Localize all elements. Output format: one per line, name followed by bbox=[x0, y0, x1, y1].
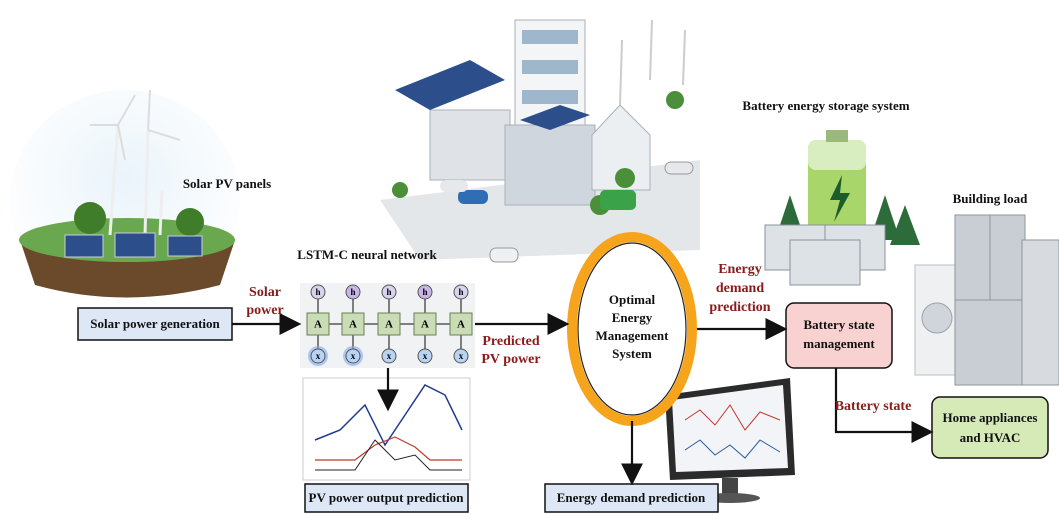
lstm-input-label: x bbox=[351, 351, 356, 361]
lstm-output bbox=[345, 284, 361, 300]
lstm-input bbox=[453, 348, 469, 364]
lstm-cell-label: A bbox=[457, 319, 465, 331]
label: Optimal bbox=[609, 292, 656, 307]
lstm-input bbox=[381, 348, 397, 364]
lstm-cell-label: A bbox=[314, 319, 322, 331]
lstm-cell bbox=[449, 312, 473, 336]
solar-island-illustration bbox=[10, 89, 240, 310]
lstm-cell-label: A bbox=[349, 319, 357, 331]
box-label: management bbox=[803, 336, 875, 351]
label: power bbox=[246, 303, 283, 318]
lstm-output bbox=[417, 284, 433, 300]
lstm-input bbox=[345, 348, 361, 364]
label: prediction bbox=[709, 300, 770, 315]
label: System bbox=[612, 346, 652, 361]
appliances-illustration bbox=[914, 214, 1059, 386]
label: LSTM-C neural network bbox=[297, 247, 437, 262]
lstm-output-label: h bbox=[422, 287, 427, 297]
lstm-network: Ah x Ah x Ah x Ah x Ah x bbox=[306, 284, 473, 366]
lstm-output-label: h bbox=[315, 287, 320, 297]
box-label: PV power output prediction bbox=[309, 490, 465, 505]
label: Solar PV panels bbox=[183, 176, 271, 191]
box-label: Solar power generation bbox=[90, 316, 220, 331]
lstm-cell bbox=[413, 312, 437, 336]
lstm-input-label: x bbox=[387, 351, 392, 361]
label: Predicted bbox=[482, 334, 539, 349]
lstm-input-label: x bbox=[459, 351, 464, 361]
lstm-cell-label: A bbox=[421, 319, 429, 331]
battery-illustration bbox=[764, 130, 920, 286]
lstm-cell bbox=[306, 312, 330, 336]
box-label: Energy demand prediction bbox=[557, 490, 706, 505]
lstm-output bbox=[453, 284, 469, 300]
label: demand bbox=[716, 281, 764, 296]
box bbox=[77, 307, 233, 341]
box-label: and HVAC bbox=[960, 430, 1021, 445]
lstm-output-label: h bbox=[458, 287, 463, 297]
lstm-output bbox=[381, 284, 397, 300]
lstm-cell-label: A bbox=[385, 319, 393, 331]
lstm-cell bbox=[377, 312, 401, 336]
lstm-cell bbox=[341, 312, 365, 336]
lstm-input-label: x bbox=[423, 351, 428, 361]
label: Battery state bbox=[835, 399, 912, 414]
box-label: Home appliances bbox=[943, 410, 1038, 425]
label: Solar bbox=[249, 285, 281, 300]
lstm-output-label: h bbox=[350, 287, 355, 297]
label: Energy bbox=[612, 310, 653, 325]
city-illustration bbox=[380, 19, 700, 263]
lstm-input bbox=[310, 348, 326, 364]
label: Energy bbox=[718, 262, 762, 277]
pv-chart-illustration bbox=[302, 377, 471, 481]
box-label: Battery state bbox=[803, 317, 874, 332]
box bbox=[304, 483, 469, 513]
arrow bbox=[834, 368, 934, 443]
lstm-output-label: h bbox=[386, 287, 391, 297]
label: Management bbox=[596, 328, 670, 343]
lstm-input bbox=[417, 348, 433, 364]
lstm-input-label: x bbox=[316, 351, 321, 361]
lstm-output bbox=[310, 284, 326, 300]
oems-oval-inner bbox=[577, 242, 687, 416]
label: PV power bbox=[481, 352, 540, 367]
label: Battery energy storage system bbox=[742, 98, 909, 113]
label: Building load bbox=[953, 191, 1029, 206]
box bbox=[931, 396, 1049, 459]
box bbox=[544, 483, 719, 513]
